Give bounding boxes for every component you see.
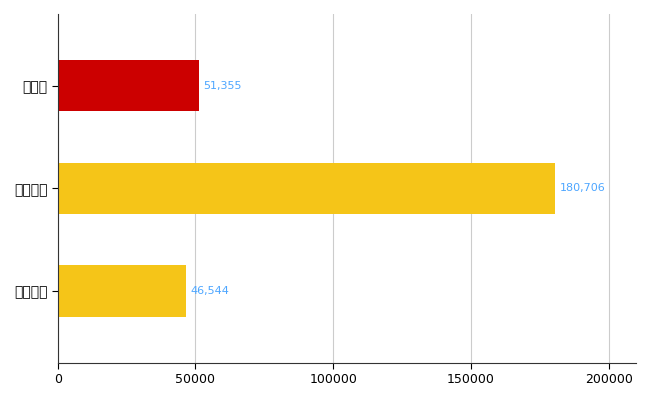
Bar — [58, 265, 186, 316]
Text: 51,355: 51,355 — [203, 81, 242, 91]
Text: 46,544: 46,544 — [190, 286, 229, 296]
Bar — [58, 163, 556, 214]
Bar — [58, 60, 200, 111]
Text: 180,706: 180,706 — [560, 183, 605, 193]
